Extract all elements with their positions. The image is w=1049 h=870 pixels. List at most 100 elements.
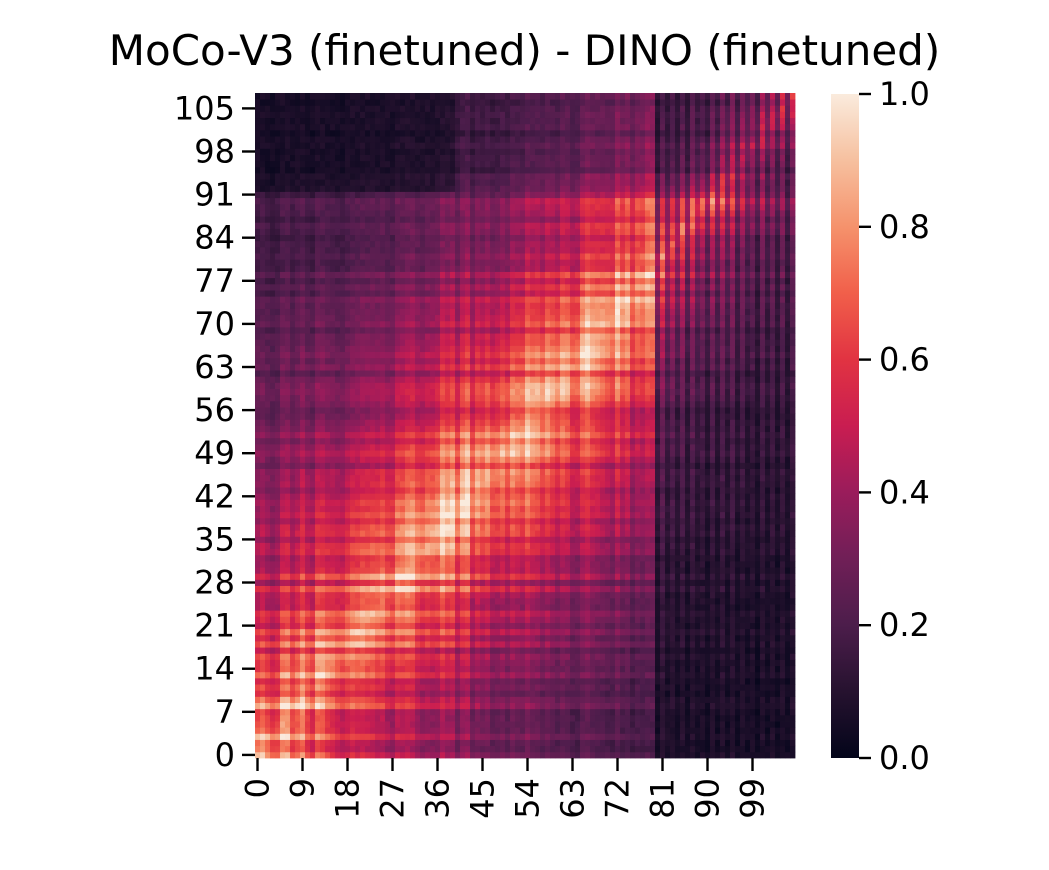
heatmap-cell bbox=[560, 511, 566, 519]
heatmap-cell bbox=[745, 480, 751, 488]
heatmap-cell bbox=[575, 671, 581, 679]
heatmap-cell bbox=[490, 536, 496, 543]
heatmap-cell bbox=[440, 653, 446, 660]
heatmap-cell bbox=[735, 745, 741, 753]
heatmap-cell bbox=[720, 714, 726, 722]
heatmap-cell bbox=[385, 653, 391, 660]
heatmap-cell bbox=[610, 493, 616, 500]
heatmap-cell bbox=[255, 530, 261, 537]
heatmap-cell bbox=[515, 487, 521, 494]
heatmap-cell bbox=[540, 702, 546, 710]
heatmap-cell bbox=[775, 665, 781, 673]
heatmap-cell bbox=[520, 665, 526, 673]
heatmap-cell bbox=[275, 684, 281, 691]
heatmap-cell bbox=[530, 511, 536, 519]
heatmap-cell bbox=[730, 684, 736, 691]
heatmap-cell bbox=[265, 530, 271, 537]
heatmap-cell bbox=[665, 511, 671, 519]
heatmap-cell bbox=[500, 505, 506, 513]
heatmap-cell bbox=[760, 591, 766, 599]
heatmap-cell bbox=[545, 474, 551, 482]
heatmap-cell bbox=[415, 647, 421, 654]
heatmap-cell bbox=[665, 567, 671, 574]
heatmap-cell bbox=[705, 610, 711, 617]
heatmap-cell bbox=[295, 591, 301, 599]
heatmap-cell bbox=[360, 622, 366, 630]
heatmap-cell bbox=[660, 585, 666, 593]
heatmap-cell bbox=[750, 665, 756, 673]
heatmap-cell bbox=[365, 641, 371, 648]
heatmap-cell bbox=[515, 548, 521, 556]
heatmap-cell bbox=[730, 721, 736, 728]
heatmap-cell bbox=[290, 721, 296, 728]
heatmap-cell bbox=[695, 622, 701, 630]
heatmap-cell bbox=[645, 721, 651, 728]
heatmap-cell bbox=[545, 708, 551, 716]
heatmap-cell bbox=[615, 610, 621, 617]
heatmap-cell bbox=[430, 585, 436, 593]
heatmap-cell bbox=[750, 560, 756, 568]
heatmap-cell bbox=[490, 634, 496, 642]
heatmap-cell bbox=[635, 530, 641, 537]
heatmap-cell bbox=[270, 499, 276, 506]
heatmap-cell bbox=[415, 665, 421, 673]
heatmap-cell bbox=[320, 468, 326, 476]
heatmap-cell bbox=[480, 554, 486, 562]
heatmap-cell bbox=[345, 487, 351, 494]
heatmap-cell bbox=[595, 591, 601, 599]
heatmap-cell bbox=[410, 690, 416, 697]
heatmap-cell bbox=[280, 567, 286, 574]
heatmap-cell bbox=[685, 751, 691, 759]
heatmap-cell bbox=[335, 567, 341, 574]
heatmap-cell bbox=[380, 597, 386, 605]
heatmap-cell bbox=[545, 684, 551, 691]
heatmap-cell bbox=[625, 739, 631, 747]
heatmap-cell bbox=[315, 517, 321, 525]
heatmap-cell bbox=[345, 659, 351, 667]
heatmap-cell bbox=[655, 616, 661, 623]
heatmap-cell bbox=[550, 604, 556, 611]
heatmap-cell bbox=[405, 579, 411, 586]
heatmap-cell bbox=[445, 684, 451, 691]
heatmap-cell bbox=[770, 671, 776, 679]
heatmap-cell bbox=[510, 690, 516, 697]
heatmap-cell bbox=[470, 702, 476, 710]
heatmap-cell bbox=[670, 597, 676, 605]
heatmap-cell bbox=[355, 542, 361, 550]
heatmap-cell bbox=[440, 573, 446, 580]
heatmap-cell bbox=[390, 480, 396, 488]
heatmap-cell bbox=[570, 499, 576, 506]
heatmap-cell bbox=[675, 480, 681, 488]
heatmap-cell bbox=[440, 536, 446, 543]
heatmap-cell bbox=[480, 548, 486, 556]
heatmap-cell bbox=[330, 739, 336, 747]
heatmap-cell bbox=[540, 733, 546, 740]
heatmap-cell bbox=[665, 579, 671, 586]
heatmap-cell bbox=[565, 647, 571, 654]
heatmap-cell bbox=[595, 573, 601, 580]
heatmap-cell bbox=[680, 677, 686, 685]
heatmap-cell bbox=[445, 505, 451, 513]
heatmap-cell bbox=[535, 690, 541, 697]
heatmap-cell bbox=[490, 548, 496, 556]
heatmap-cell bbox=[620, 536, 626, 543]
heatmap-cell bbox=[505, 511, 511, 519]
heatmap-cell bbox=[580, 505, 586, 513]
heatmap-cell bbox=[615, 653, 621, 660]
heatmap-cell bbox=[375, 536, 381, 543]
heatmap-cell bbox=[475, 653, 481, 660]
heatmap-cell bbox=[720, 610, 726, 617]
heatmap-cell bbox=[360, 634, 366, 642]
heatmap-cell bbox=[735, 604, 741, 611]
heatmap-cell bbox=[720, 647, 726, 654]
heatmap-cell bbox=[560, 524, 566, 531]
heatmap-cell bbox=[765, 671, 771, 679]
heatmap-cell bbox=[735, 530, 741, 537]
heatmap-cell bbox=[740, 542, 746, 550]
heatmap-cell bbox=[435, 665, 441, 673]
heatmap-cell bbox=[540, 536, 546, 543]
heatmap-cell bbox=[315, 604, 321, 611]
heatmap-cell bbox=[585, 480, 591, 488]
heatmap-cell bbox=[785, 474, 791, 482]
heatmap-cell bbox=[520, 567, 526, 574]
